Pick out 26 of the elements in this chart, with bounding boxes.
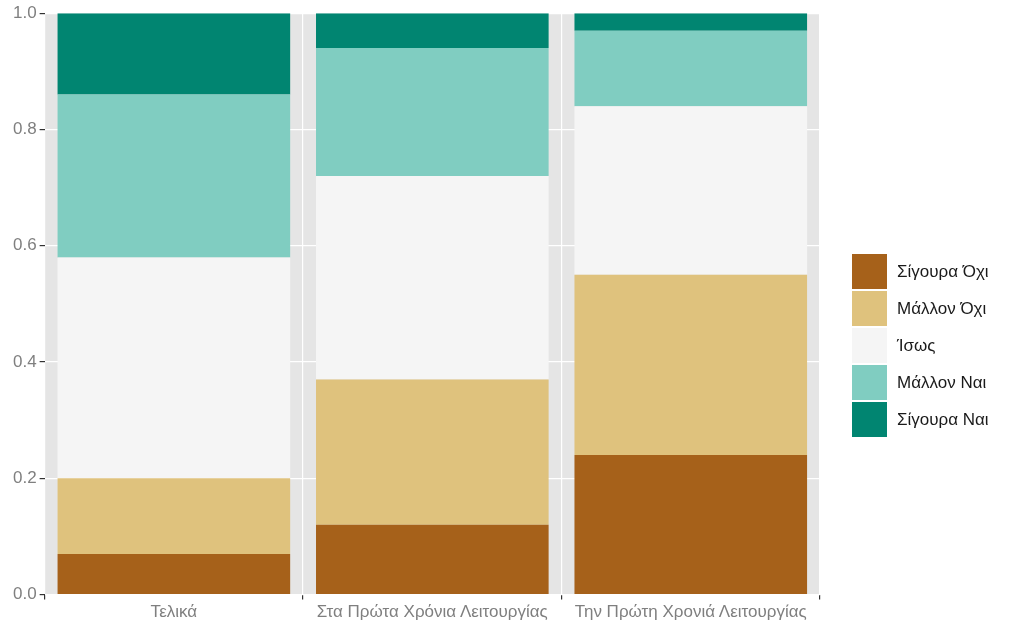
y-tick-label: 0.8 xyxy=(12,119,37,139)
bar xyxy=(57,13,291,95)
bar xyxy=(316,524,549,594)
x-tick-label: Στα Πρώτα Χρόνια Λειτουργίας xyxy=(316,602,548,622)
bar xyxy=(316,48,549,176)
legend-label: Μάλλον Ναι xyxy=(897,372,987,393)
legend-label: Μάλλον Όχι xyxy=(897,298,987,319)
y-tick-label: 0.2 xyxy=(12,468,37,488)
bar xyxy=(57,553,291,594)
bar xyxy=(574,455,808,594)
bar xyxy=(316,379,549,525)
legend-label: Σίγουρα Όχι xyxy=(897,261,989,282)
bar xyxy=(57,94,291,258)
bar xyxy=(574,30,808,107)
legend-label: Σίγουρα Ναι xyxy=(897,409,989,430)
x-tick-label: Τελικά xyxy=(150,602,198,622)
y-tick-label: 0.0 xyxy=(12,584,37,604)
bar xyxy=(574,13,808,31)
bar xyxy=(316,13,549,49)
x-tick-label: Την Πρώτη Χρονιά Λειτουργίας xyxy=(574,602,807,622)
y-tick-label: 0.4 xyxy=(12,351,37,371)
y-tick-label: 0.6 xyxy=(12,235,37,255)
legend-label: Ίσως xyxy=(897,335,936,356)
y-tick-label: 1.0 xyxy=(12,2,37,22)
bar xyxy=(57,478,291,554)
bar xyxy=(574,274,808,456)
